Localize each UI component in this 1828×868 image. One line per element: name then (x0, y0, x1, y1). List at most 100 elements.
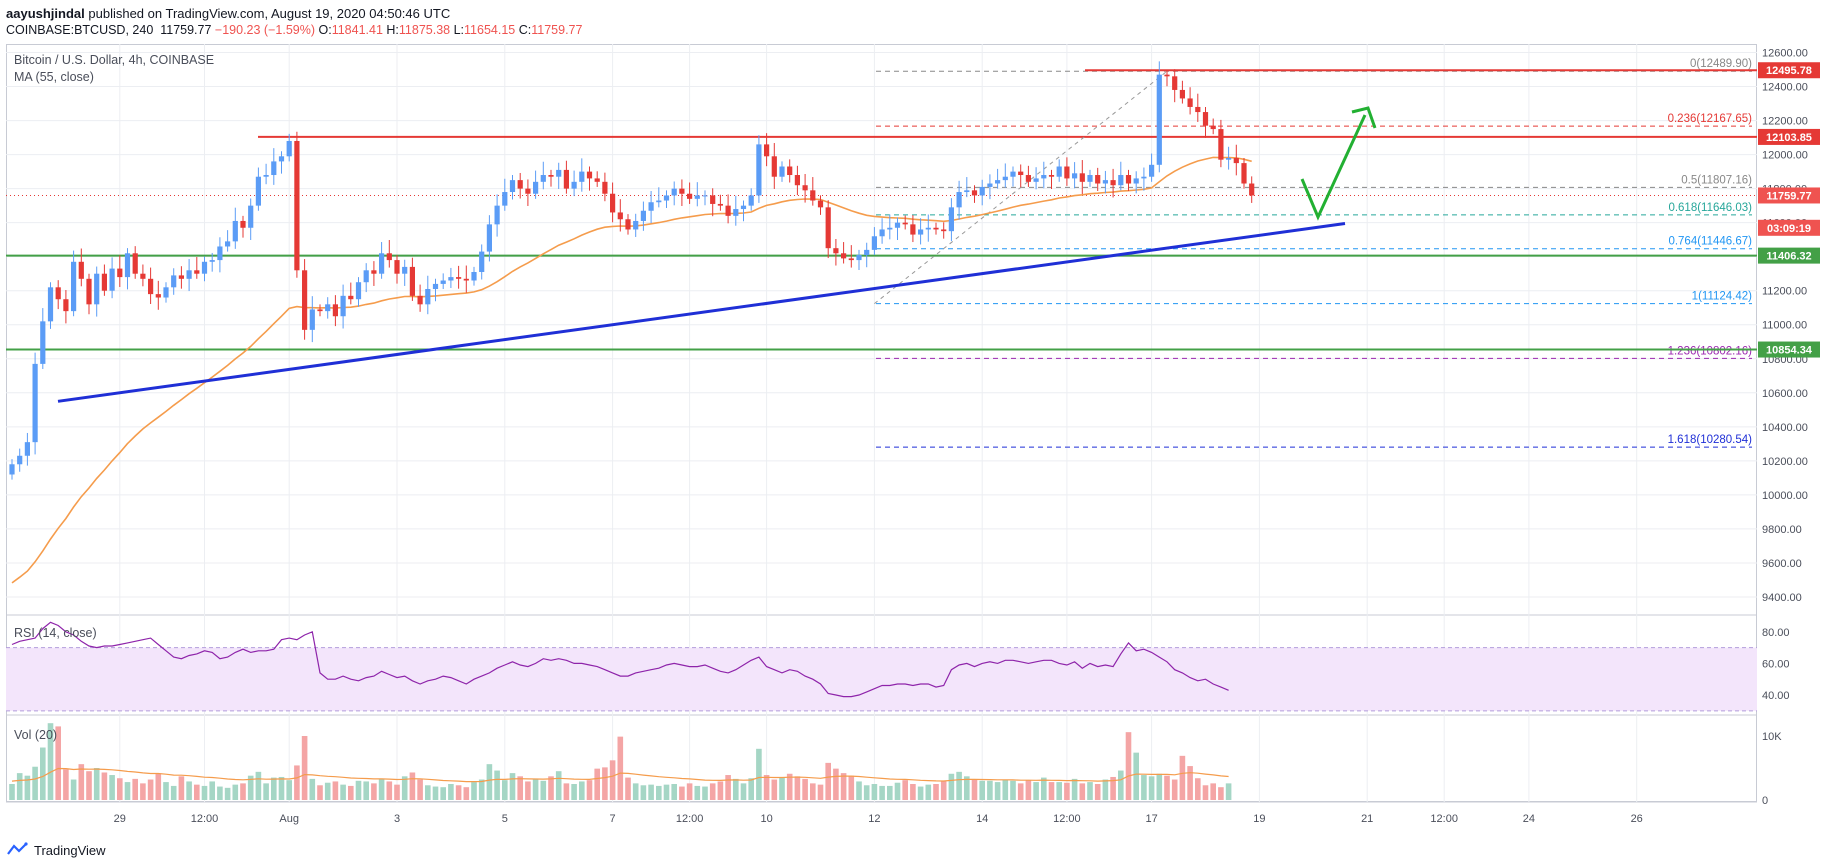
candle-body (402, 266, 408, 274)
candle-body (1241, 163, 1247, 184)
volume-bar (9, 784, 15, 800)
footer: TradingView (6, 842, 106, 859)
candle-body (1195, 106, 1201, 113)
volume-bar (1187, 766, 1193, 800)
volume-bar (386, 781, 393, 800)
volume-tick-label: 10K (1762, 731, 1782, 743)
volume-bar (1025, 780, 1032, 800)
candle-body (271, 161, 277, 176)
volume-bar (1087, 782, 1093, 800)
candle-body (348, 295, 354, 300)
volume-bar (517, 776, 523, 800)
candle-body (494, 205, 500, 225)
candle-body (633, 220, 639, 230)
volume-bar (448, 784, 454, 800)
volume-bar (1094, 784, 1101, 800)
candle-body (1149, 164, 1155, 177)
candle-body (171, 275, 177, 288)
volume-bar (1171, 779, 1178, 800)
x-tick-label: Aug (279, 813, 299, 825)
volume-bar (702, 786, 708, 800)
volume-bar (540, 780, 547, 800)
publish-line: aayushjindal published on TradingView.co… (6, 6, 450, 21)
volume-bar (502, 780, 508, 800)
candle-body (995, 180, 1001, 184)
resistance-price-tag: 12103.85 (1766, 132, 1812, 144)
candle-body (1202, 112, 1209, 126)
fib-level-label: 0.764(11446.67) (1668, 236, 1752, 248)
volume-bar (55, 726, 61, 800)
candle-body (32, 363, 38, 443)
candle-body (517, 180, 523, 189)
candle-body (694, 195, 700, 199)
candle-body (971, 190, 978, 196)
candle-body (317, 309, 323, 312)
volume-bar (78, 764, 85, 800)
candle-body (1133, 178, 1139, 184)
volume-bar (656, 785, 662, 800)
candle-body (740, 205, 747, 210)
candle-body (579, 171, 585, 182)
volume-bar (70, 779, 77, 800)
price-change: −190.23 (−1.59%) (214, 23, 315, 37)
volume-bar (987, 780, 993, 800)
candle-body (178, 275, 184, 279)
support-price-tag: 11406.32 (1766, 251, 1811, 263)
volume-bar (455, 785, 462, 800)
ma-legend[interactable]: MA (55, close) (14, 70, 94, 84)
volume-bar (324, 782, 331, 800)
candle-body (1087, 175, 1093, 182)
volume-bar (1148, 776, 1155, 800)
volume-bar (679, 786, 685, 800)
candle-body (240, 220, 246, 228)
volume-bar (740, 783, 747, 800)
volume-bar (602, 767, 608, 800)
candle-body (1233, 158, 1239, 164)
candle-body (964, 190, 970, 193)
fib-level-label: 0(12489.90) (1690, 58, 1752, 70)
candle-body (687, 193, 693, 199)
rsi-legend[interactable]: RSI (14, close) (14, 626, 97, 640)
candle-body (833, 248, 839, 254)
candle-body (810, 190, 816, 201)
candle-body (109, 268, 115, 291)
volume-bar (494, 770, 500, 800)
candle-body (1118, 175, 1124, 186)
tradingview-brand[interactable]: TradingView (34, 843, 106, 858)
author-name[interactable]: aayushjindal (6, 6, 85, 21)
candle-body (540, 175, 546, 182)
fib-level-label: 0.5(11807.16) (1681, 174, 1752, 186)
volume-bar (124, 782, 131, 800)
candle-body (148, 278, 154, 295)
volume-bar (640, 785, 647, 800)
high-label: H: (386, 23, 399, 37)
volume-bar (24, 775, 31, 800)
candle-body (332, 304, 338, 317)
candle-body (448, 277, 454, 281)
volume-bar (586, 780, 593, 800)
volume-bar (1033, 782, 1039, 800)
tradingview-logo-icon[interactable] (6, 842, 30, 859)
volume-bar (401, 776, 408, 800)
candle-body (933, 227, 939, 230)
volume-bar (263, 783, 269, 800)
volume-bar (170, 785, 177, 800)
candle-body (302, 270, 308, 330)
candle-body (594, 178, 600, 182)
candle-body (486, 224, 492, 252)
volume-legend[interactable]: Vol (20) (14, 728, 58, 742)
volume-bar (1133, 752, 1139, 800)
x-tick-label: 12 (868, 813, 880, 825)
fib-level-label: 1(11124.42) (1692, 291, 1752, 303)
fib-anchor-line (874, 70, 1168, 305)
candle-body (764, 144, 770, 157)
volume-bar (278, 776, 285, 800)
volume-bar (186, 781, 192, 800)
volume-bar (887, 785, 893, 800)
volume-bar (178, 776, 185, 800)
candle-body (556, 169, 562, 177)
candle-body (987, 183, 993, 187)
rsi-band (6, 647, 1757, 711)
volume-bar (609, 760, 616, 800)
